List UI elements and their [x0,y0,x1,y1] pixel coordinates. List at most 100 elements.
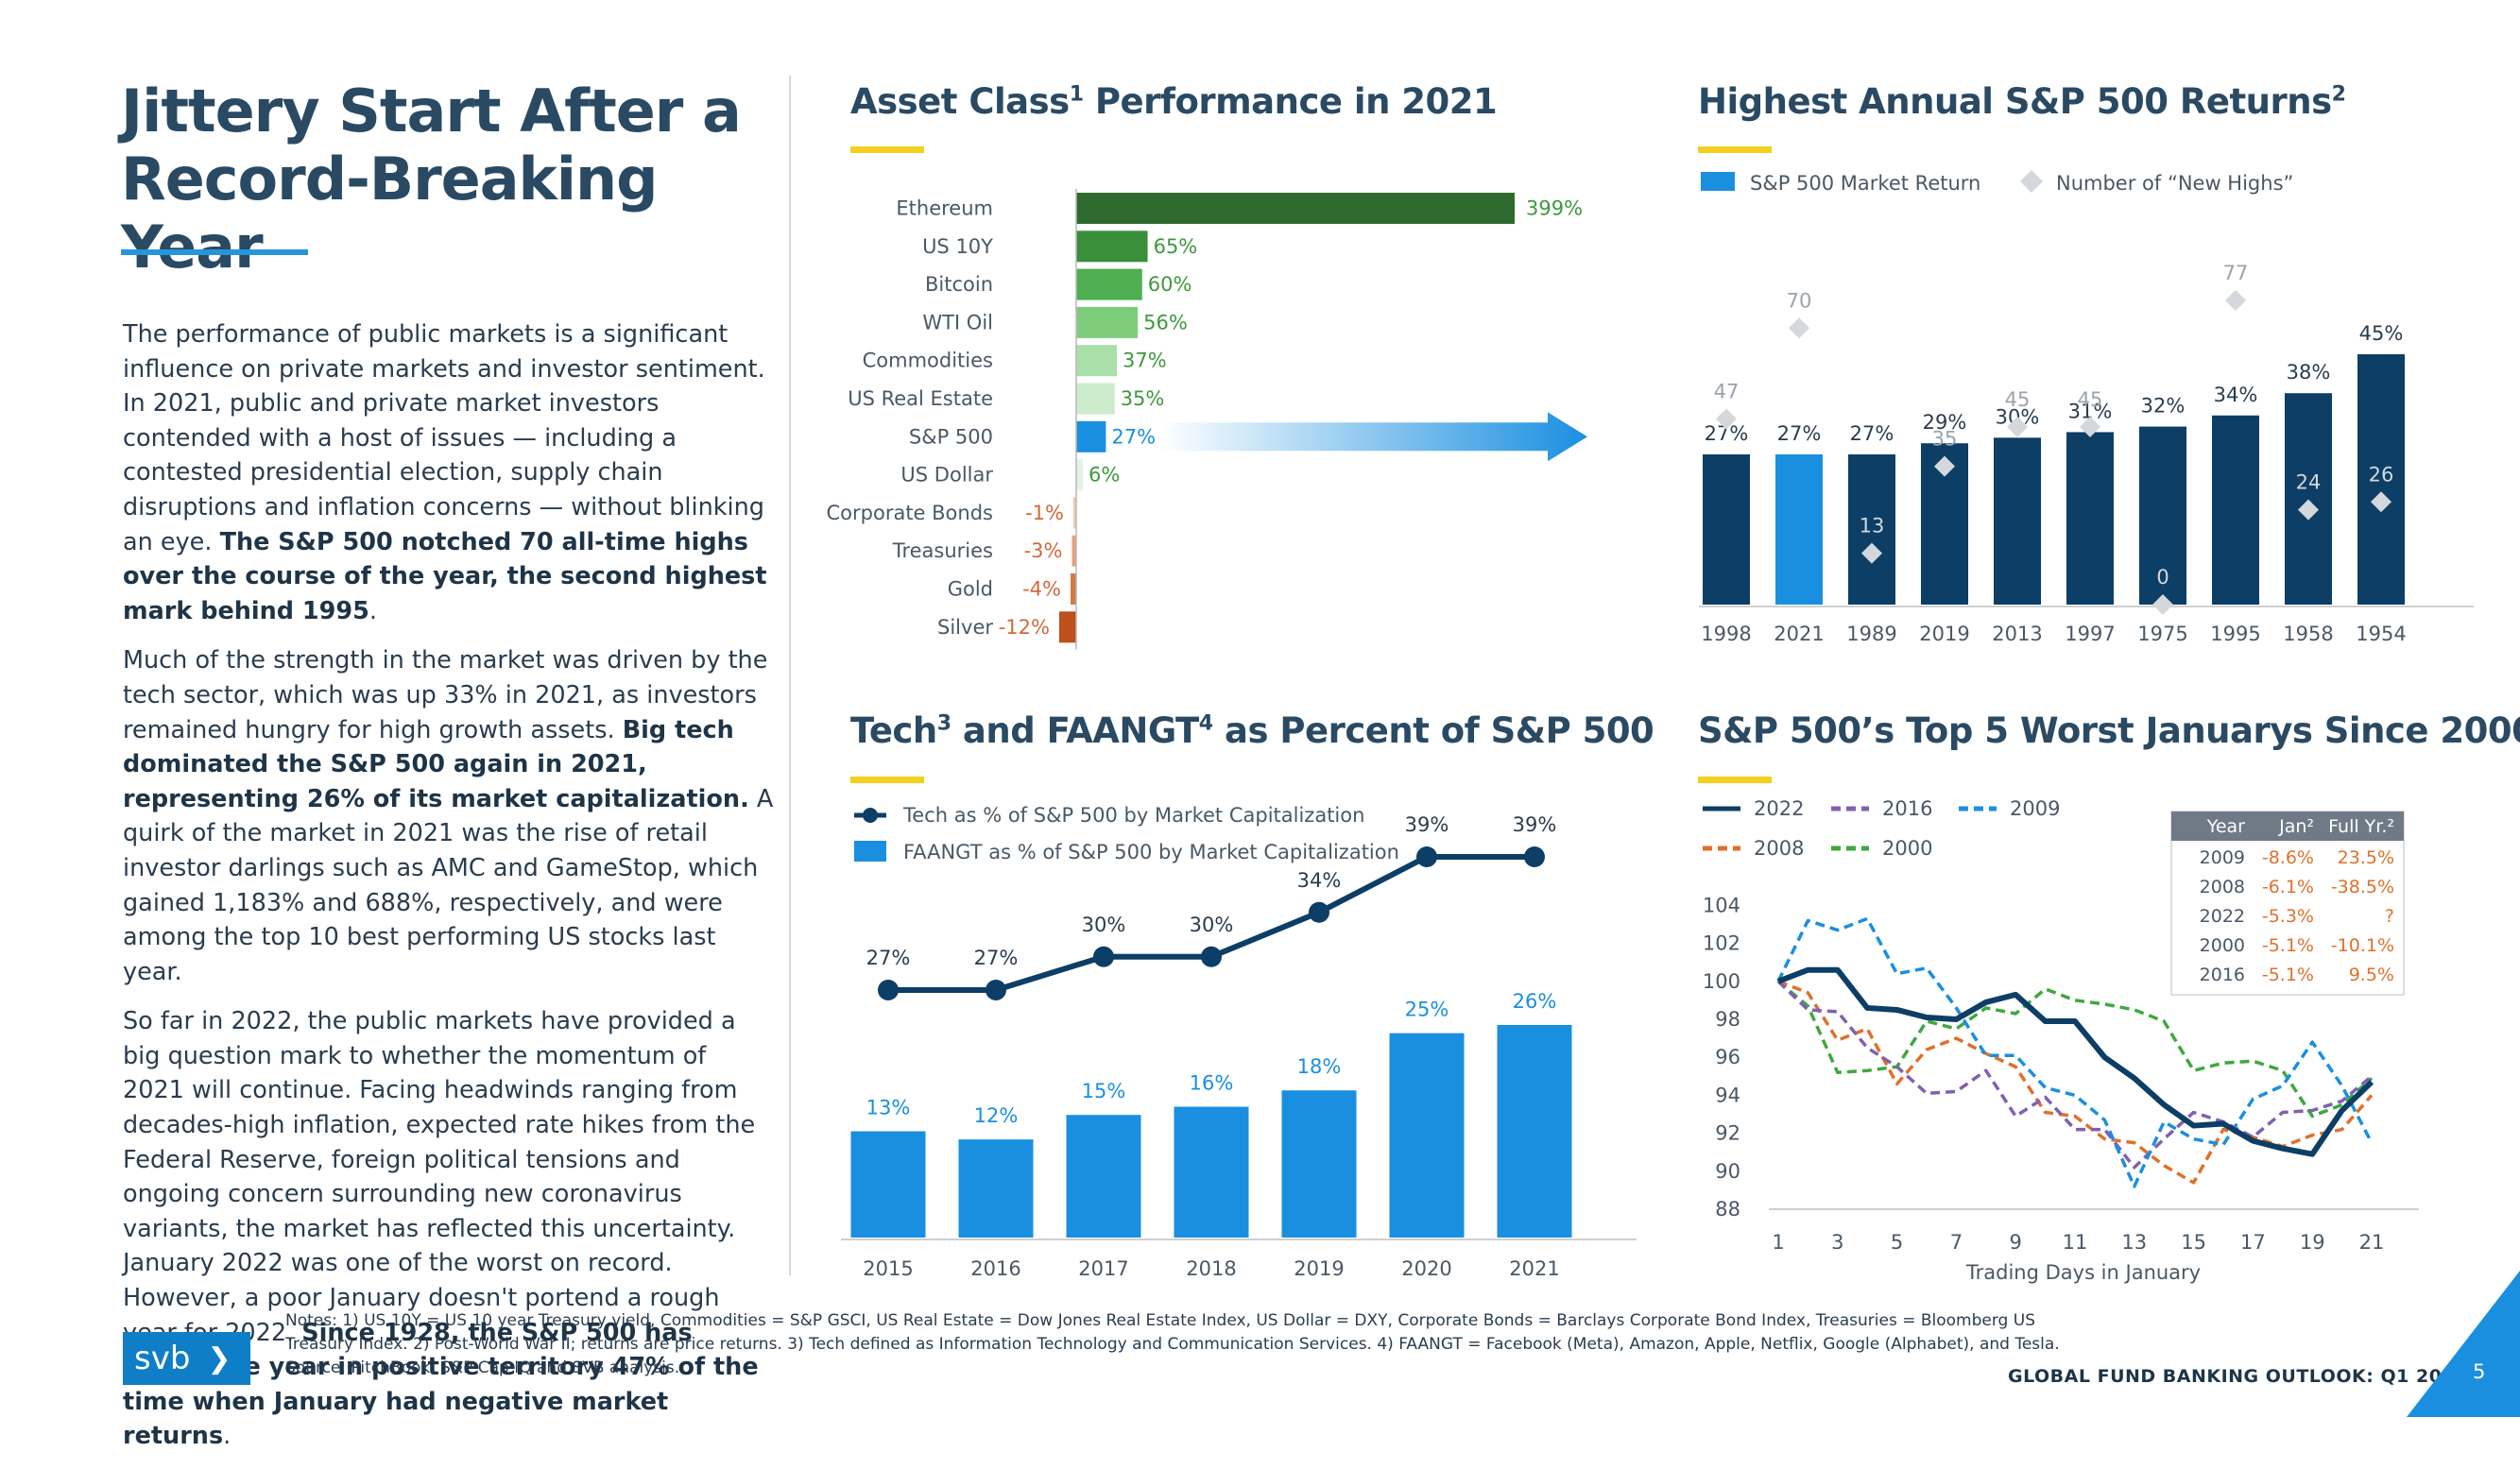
highlight-arrow [1159,412,1587,462]
table-cell: 2008 [2200,877,2245,897]
y-tick-label: 96 [1715,1046,1740,1068]
tech-point [1201,946,1222,967]
tech-label: 30% [1082,914,1126,936]
category-label: US Dollar [900,464,993,487]
return-label: 27% [1850,422,1894,445]
bar [1076,193,1515,224]
new-highs-diamond [1861,542,1882,564]
new-highs-diamond [1789,317,1809,339]
faangt-bar [1281,1090,1357,1238]
bar [1076,231,1148,263]
return-label: 34% [2214,384,2258,406]
new-highs-label: 47 [1714,380,1740,402]
value-label: -4% [1022,578,1061,601]
legend-swatch-faangt [854,841,886,862]
table-cell: 2016 [2200,965,2245,985]
y-tick-label: 90 [1715,1160,1740,1183]
tech-point [1524,846,1545,867]
highest-returns-title-sup: 2 [2331,82,2346,107]
x-tick-label: 15 [2181,1231,2206,1254]
table-cell: -6.1% [2262,877,2314,897]
tech-point [1309,901,1329,923]
legend-diamond-icon [2020,170,2043,193]
table-header: Year [2206,816,2245,837]
corner-triangle [2407,1271,2520,1417]
highest-returns-title-main: Highest Annual S&P 500 Returns [1698,81,2332,122]
value-label: 6% [1089,464,1120,487]
footnote-line: Source: PitchBook, S&P Cap IQ and SVB an… [285,1358,680,1377]
return-label: 38% [2287,361,2331,384]
value-label: 56% [1143,311,1188,333]
series-2022 [1776,966,2374,1157]
tech-title-a: Tech [850,710,937,751]
text-run: Much of the strength in the market was d… [123,646,768,744]
table-cell: 2009 [2200,847,2245,868]
logo-text: svb [134,1340,191,1377]
paragraph-3: So far in 2022, the public markets have … [123,1004,775,1454]
y-tick-label: 98 [1715,1008,1740,1031]
value-label: 37% [1123,350,1167,372]
series-2008 [1777,980,2374,1185]
year-label: 2020 [1401,1257,1451,1280]
tech-label: 34% [1297,869,1342,892]
bar [1059,611,1076,643]
tech-label: 27% [974,947,1019,969]
footnotes: Notes: 1) US 10Y = US 10 year Treasury y… [285,1309,2081,1380]
title-underline [121,249,308,255]
year-label: 2015 [863,1257,913,1280]
asset-class-title: Asset Class1 Performance in 2021 [850,81,1498,122]
tech-point [878,980,899,1000]
table-cell: -5.3% [2262,906,2314,927]
new-highs-label: 45 [2078,388,2103,411]
x-tick-label: 7 [1950,1231,1963,1254]
year-label: 2021 [1774,623,1824,645]
highest-returns-chart: S&P 500 Market Return Number of “New High… [1699,170,2474,645]
legend-swatch-returns [1701,172,1735,191]
faangt-bar [1497,1025,1572,1238]
footer-title: GLOBAL FUND BANKING OUTLOOK: Q1 2022 [2008,1366,2468,1387]
table-cell: 2022 [2200,906,2245,927]
paragraph-1: The performance of public markets is a s… [123,317,775,628]
body-text: The performance of public markets is a s… [123,317,775,1469]
tech-label: 30% [1190,914,1234,936]
legend-label: 2009 [2010,797,2060,820]
asset-class-chart: Ethereum 399% US 10Y 65% Bitcoin 60% WTI Oil 56… [827,189,1587,650]
text-run: A quirk of the market in 2021 was the ri… [123,784,774,986]
asset-class-accent [850,146,924,153]
text-run: The performance of public markets is a s… [123,320,765,556]
faangt-label: 15% [1082,1080,1126,1102]
title-line-2: Record-Breaking Year [121,145,659,282]
category-label: Ethereum [896,197,993,220]
x-tick-label: 19 [2300,1231,2325,1254]
tech-point [986,980,1006,1000]
x-tick-label: 13 [2121,1231,2147,1254]
bar [1076,345,1118,377]
new-highs-label: 77 [2223,262,2249,284]
value-label: -1% [1025,502,1064,524]
table-cell: -5.1% [2262,965,2314,985]
bar [1071,573,1076,605]
bold-text: The S&P 500 notched 70 all-time highs ov… [123,527,767,625]
value-label: -3% [1024,539,1063,562]
legend-label: 2022 [1754,797,1804,820]
return-bar [1848,454,1895,605]
bar [1073,497,1076,529]
new-highs-diamond [2007,416,2028,437]
return-bar [2139,426,2186,605]
tech-label: 39% [1513,813,1557,836]
year-label: 1954 [2356,623,2406,645]
bar [1076,268,1142,300]
worst-januarys-accent [1698,777,1772,783]
footnote-line: Treasury Index. 2) Post-World War II; re… [285,1335,2060,1354]
return-bar [2066,432,2114,605]
year-label: 1989 [1846,623,1896,645]
highest-returns-title: Highest Annual S&P 500 Returns2 [1698,81,2346,122]
category-label: US Real Estate [848,387,993,410]
series-2000 [1776,980,2374,1119]
series-2016 [1776,980,2374,1170]
y-tick-label: 102 [1703,932,1740,955]
x-tick-label: 1 [1772,1231,1784,1254]
bar [1071,535,1076,567]
table-cell: -5.1% [2262,935,2314,956]
return-label: 27% [1777,422,1822,445]
